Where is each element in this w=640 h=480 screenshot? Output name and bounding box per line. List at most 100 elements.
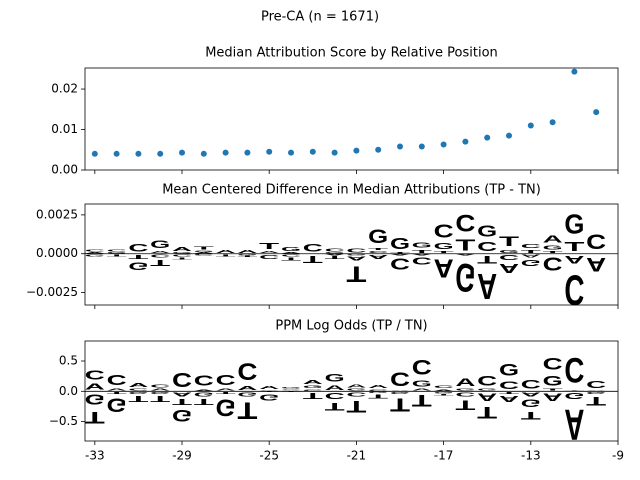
logo-letter: A [455,254,475,256]
logo-letter: C [107,372,127,388]
logo-letter: T [499,391,519,394]
logo-letter: G [455,255,475,300]
logo-letter: G [325,372,345,384]
logo-letter: A [194,252,214,254]
logo-letter: T [237,397,257,424]
logo-letter: A [325,384,346,391]
point [331,149,338,156]
y-tick-label: 0.0025 [36,207,78,221]
panel-title: Median Attribution Score by Relative Pos… [205,46,498,61]
logo-letter: C [85,249,105,252]
logo-letter: A [521,254,541,259]
logo-letter: G [216,394,236,421]
logo-letter: T [455,237,476,254]
logo-letter: T [281,257,302,262]
logo-letter: G [325,252,345,254]
logo-letter: C [499,254,520,262]
logo-letter: A [434,254,454,284]
logo-letter: T [216,254,236,257]
y-tick-label: −0.5 [49,414,78,428]
logo-letter: T [564,390,584,391]
logo-letter: G [172,252,192,254]
point [527,122,534,129]
point [418,143,425,150]
logo-letter: A [346,255,366,261]
logo-letter: A [543,391,563,403]
logo-letter: T [434,394,454,396]
logo-letter: T [368,393,389,399]
point [135,150,142,157]
logo-letter: A [521,391,541,397]
point [91,150,98,157]
point [571,68,578,75]
point [549,119,556,126]
logo-letter: C [325,248,345,253]
logo-letter: A [434,389,454,391]
point [375,146,382,153]
logo-letter: T [390,394,411,415]
logo-letter: C [543,254,563,274]
x-tick-label: -9 [612,449,624,463]
logo-letter: T [85,408,105,426]
logo-letter: G [346,388,366,391]
logo-letter: T [499,234,520,249]
figure-title: Pre-CA (n = 1671) [261,10,379,25]
logo-letter: C [281,254,301,257]
logo-letter: T [303,253,323,264]
logo-letter: C [564,266,584,315]
logo-letter: A [281,252,301,254]
logo-letter: C [303,389,323,391]
logo-letter: T [107,254,127,257]
point [484,134,491,141]
logo-letter: G [237,391,257,397]
logo-letter: C [303,242,323,254]
y-tick-label: 0.5 [59,354,78,368]
point [397,143,404,150]
logo-letter: A [586,253,606,275]
logo-letter: G [455,388,475,391]
axes-frame [84,203,619,306]
logo-letter: C [390,255,410,272]
logo-letter: C [543,355,563,374]
logo-letter: T [281,391,301,392]
logo-letter: C [172,369,192,392]
logo-letter: A [455,377,475,389]
logo-letter: A [281,390,301,391]
point [266,148,273,155]
logo-letter: A [303,379,323,385]
logo-letter: T [346,262,366,287]
logo-letter: A [259,251,279,254]
logo-letter: G [368,225,388,247]
point [353,147,360,154]
logo-letter: A [172,391,192,397]
logo-letter: T [434,251,454,254]
x-tick-label: -33 [85,449,105,463]
logo-letter: C [390,369,410,391]
logo-letter: G [281,246,301,252]
logo-letter: T [477,403,497,421]
logo-letter: A [216,388,236,391]
logo-letter: C [216,371,236,388]
logo-letter: G [434,391,454,393]
logo-letter: T [521,409,541,421]
logo-letter: C [477,373,497,388]
x-tick-label: -13 [521,449,541,463]
logo-letter: T [107,391,127,394]
logo-letter: G [499,249,519,254]
logo-letter: C [346,248,366,254]
logo-letter: A [499,394,519,403]
logo-letter: G [128,260,148,272]
logo-letter: G [107,394,127,415]
logo-letter: C [259,390,279,391]
point [288,149,295,156]
logo-letter: G [259,392,279,401]
point [593,109,600,116]
logo-letter: A [564,254,584,266]
logo-letter: A [412,388,432,391]
logo-letter: C [194,372,214,389]
point [506,132,513,139]
logo-letter: C [325,391,345,400]
logo-letter: C [521,243,541,249]
logo-letter: G [172,406,192,424]
logo-letter: C [499,380,519,392]
